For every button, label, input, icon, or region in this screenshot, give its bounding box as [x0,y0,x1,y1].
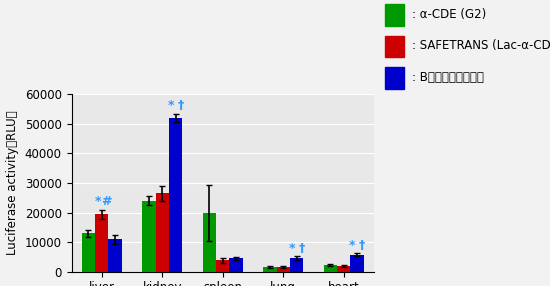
Text: †: † [298,242,305,255]
Bar [203,212,216,272]
Text: *: * [349,239,355,252]
Bar [229,259,243,272]
Text: *: * [167,99,174,112]
Bar [324,265,337,272]
Bar [156,193,169,272]
Text: #: # [101,195,111,208]
Bar [337,266,350,272]
Text: †: † [177,99,184,112]
Text: : SAFETRANS (Lac-α-CDE): : SAFETRANS (Lac-α-CDE) [412,39,550,52]
Text: : B社遥伝子導入試薬: : B社遥伝子導入試薬 [412,71,485,84]
Text: †: † [359,239,365,252]
Bar [169,118,182,272]
Text: : α-CDE (G2): : α-CDE (G2) [412,8,487,21]
Text: *: * [94,195,101,208]
Bar [216,261,229,272]
Bar [263,267,277,272]
Text: *: * [288,242,295,255]
Bar [350,255,364,272]
Bar [95,214,108,272]
Bar [142,201,156,272]
Bar [290,259,303,272]
Bar [277,267,290,272]
Y-axis label: Luciferase activity（RLU）: Luciferase activity（RLU） [6,111,19,255]
Bar [82,233,95,272]
Bar [108,239,122,272]
